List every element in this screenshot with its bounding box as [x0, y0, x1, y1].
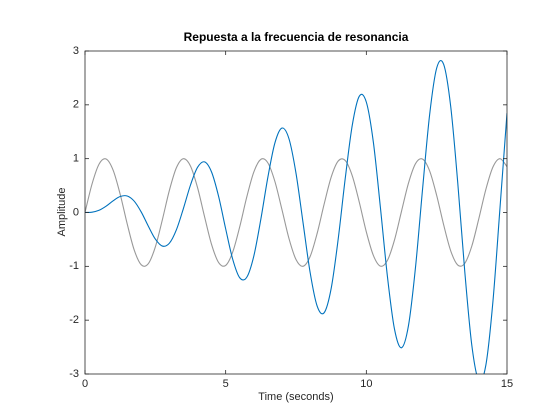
x-axis-label: Time (seconds)	[258, 391, 333, 403]
x-tick-label: 5	[223, 378, 229, 390]
y-tick-label: -3	[69, 368, 79, 380]
y-tick-label: 0	[73, 206, 79, 218]
y-tick-label: 3	[73, 45, 79, 57]
lines	[85, 59, 507, 374]
x-tick-label: 10	[360, 378, 372, 390]
plot-area	[85, 51, 507, 374]
y-tick-label: 2	[73, 99, 79, 111]
y-tick-label: -2	[69, 314, 79, 326]
y-axis-label: Amplitude	[56, 188, 68, 237]
series-line	[85, 59, 507, 374]
series-line	[85, 158, 507, 267]
x-tick-label: 0	[82, 378, 88, 390]
y-tick-label: -1	[69, 260, 79, 272]
y-tick-label: 1	[73, 153, 79, 165]
chart-title: Repuesta a la frecuencia de resonancia	[184, 30, 409, 44]
x-tick-label: 15	[501, 378, 513, 390]
